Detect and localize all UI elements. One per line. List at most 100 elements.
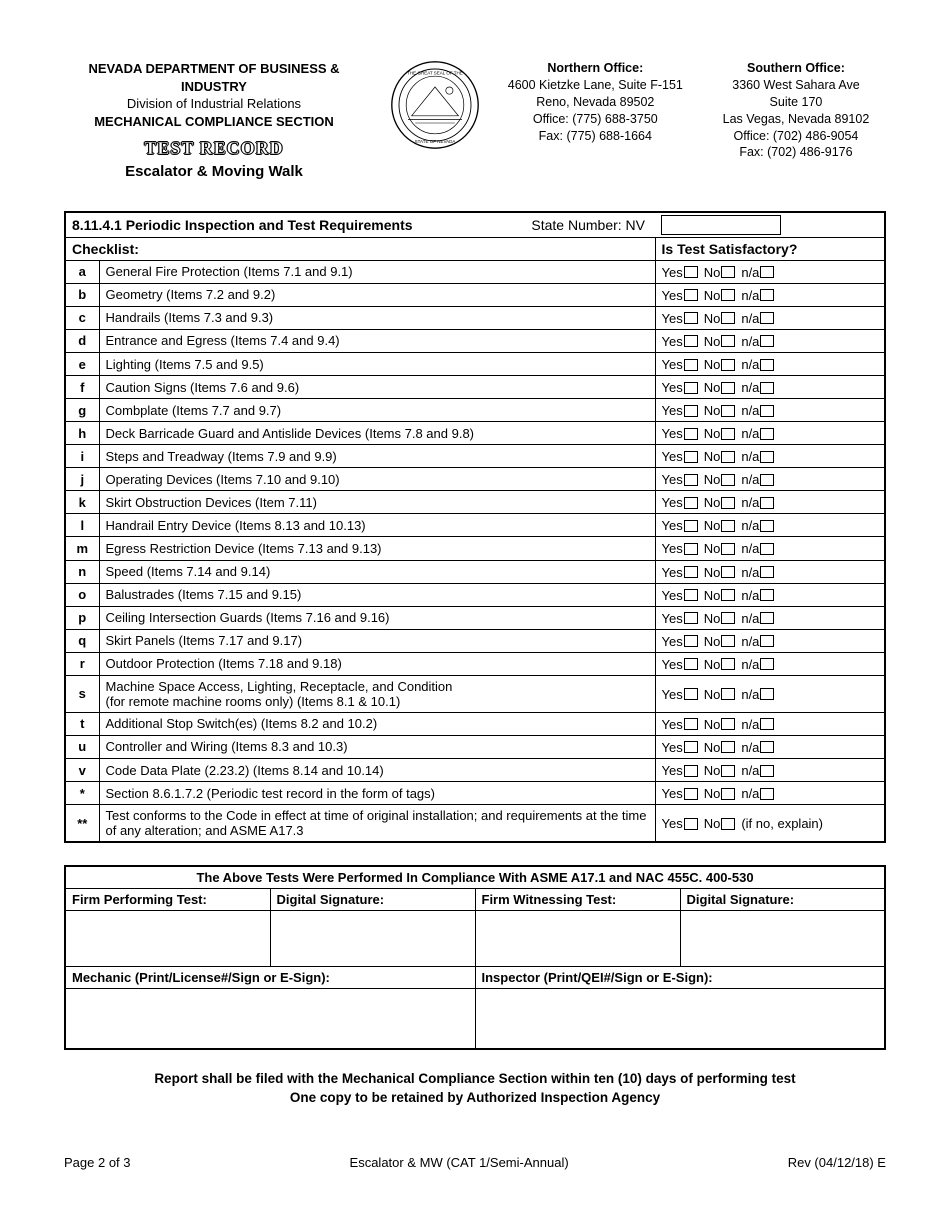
- firm-witnessing-input[interactable]: [475, 911, 680, 967]
- yes-checkbox[interactable]: [684, 543, 698, 555]
- no-checkbox[interactable]: [721, 635, 735, 647]
- na-checkbox[interactable]: [760, 566, 774, 578]
- row-key: h: [65, 422, 99, 445]
- na-checkbox[interactable]: [760, 788, 774, 800]
- na-checkbox[interactable]: [760, 520, 774, 532]
- na-checkbox[interactable]: [760, 718, 774, 730]
- yes-checkbox[interactable]: [684, 474, 698, 486]
- na-checkbox[interactable]: [760, 289, 774, 301]
- no-checkbox[interactable]: [721, 589, 735, 601]
- yes-checkbox[interactable]: [684, 765, 698, 777]
- no-checkbox[interactable]: [721, 818, 735, 830]
- yes-checkbox[interactable]: [684, 741, 698, 753]
- yes-checkbox[interactable]: [684, 718, 698, 730]
- yes-checkbox[interactable]: [684, 451, 698, 463]
- yes-checkbox[interactable]: [684, 359, 698, 371]
- table-row: eLighting (Items 7.5 and 9.5)YesNon/a: [65, 352, 885, 375]
- row-description: Controller and Wiring (Items 8.3 and 10.…: [99, 735, 655, 758]
- mechanic-input[interactable]: [65, 989, 475, 1049]
- na-checkbox[interactable]: [760, 589, 774, 601]
- yes-checkbox[interactable]: [684, 788, 698, 800]
- no-checkbox[interactable]: [721, 497, 735, 509]
- no-label: No: [704, 763, 721, 778]
- no-checkbox[interactable]: [721, 765, 735, 777]
- satisfactory-cell: YesNon/a: [655, 422, 885, 445]
- yes-checkbox[interactable]: [684, 688, 698, 700]
- no-checkbox[interactable]: [721, 266, 735, 278]
- no-checkbox[interactable]: [721, 520, 735, 532]
- no-checkbox[interactable]: [721, 359, 735, 371]
- row-description: Handrails (Items 7.3 and 9.3): [99, 306, 655, 329]
- yes-checkbox[interactable]: [684, 520, 698, 532]
- na-checkbox[interactable]: [760, 382, 774, 394]
- yes-checkbox[interactable]: [684, 382, 698, 394]
- na-checkbox[interactable]: [760, 359, 774, 371]
- inspector-input[interactable]: [475, 989, 885, 1049]
- no-checkbox[interactable]: [721, 543, 735, 555]
- yes-checkbox[interactable]: [684, 289, 698, 301]
- na-checkbox[interactable]: [760, 335, 774, 347]
- firm-performing-input[interactable]: [65, 911, 270, 967]
- footer-note-1: Report shall be filed with the Mechanica…: [64, 1070, 886, 1089]
- no-checkbox[interactable]: [721, 612, 735, 624]
- na-checkbox[interactable]: [760, 451, 774, 463]
- table-row: rOutdoor Protection (Items 7.18 and 9.18…: [65, 652, 885, 675]
- digital-signature-1-input[interactable]: [270, 911, 475, 967]
- yes-checkbox[interactable]: [684, 312, 698, 324]
- no-checkbox[interactable]: [721, 312, 735, 324]
- no-checkbox[interactable]: [721, 718, 735, 730]
- no-checkbox[interactable]: [721, 289, 735, 301]
- no-checkbox[interactable]: [721, 382, 735, 394]
- satisfactory-cell: YesNon/a: [655, 514, 885, 537]
- na-checkbox[interactable]: [760, 474, 774, 486]
- digital-signature-2-input[interactable]: [680, 911, 885, 967]
- yes-checkbox[interactable]: [684, 428, 698, 440]
- no-checkbox[interactable]: [721, 688, 735, 700]
- no-checkbox[interactable]: [721, 405, 735, 417]
- division-name: Division of Industrial Relations: [64, 95, 364, 113]
- state-number-input[interactable]: [661, 215, 781, 235]
- yes-label: Yes: [662, 426, 683, 441]
- na-checkbox[interactable]: [760, 266, 774, 278]
- satisfactory-cell: YesNon/a: [655, 712, 885, 735]
- na-checkbox[interactable]: [760, 741, 774, 753]
- table-row: mEgress Restriction Device (Items 7.13 a…: [65, 537, 885, 560]
- na-checkbox[interactable]: [760, 428, 774, 440]
- yes-checkbox[interactable]: [684, 589, 698, 601]
- inspector-label: Inspector (Print/QEI#/Sign or E-Sign):: [475, 967, 885, 989]
- yes-checkbox[interactable]: [684, 658, 698, 670]
- na-checkbox[interactable]: [760, 405, 774, 417]
- yes-checkbox[interactable]: [684, 818, 698, 830]
- satisfactory-cell: YesNon/a: [655, 468, 885, 491]
- na-checkbox[interactable]: [760, 543, 774, 555]
- no-checkbox[interactable]: [721, 788, 735, 800]
- na-checkbox[interactable]: [760, 688, 774, 700]
- yes-checkbox[interactable]: [684, 405, 698, 417]
- yes-checkbox[interactable]: [684, 335, 698, 347]
- no-checkbox[interactable]: [721, 428, 735, 440]
- no-label: No: [704, 542, 721, 557]
- no-label: No: [704, 634, 721, 649]
- na-checkbox[interactable]: [760, 765, 774, 777]
- no-checkbox[interactable]: [721, 658, 735, 670]
- yes-checkbox[interactable]: [684, 635, 698, 647]
- no-checkbox[interactable]: [721, 451, 735, 463]
- checklist-table: 8.11.4.1 Periodic Inspection and Test Re…: [64, 211, 886, 843]
- na-checkbox[interactable]: [760, 635, 774, 647]
- no-checkbox[interactable]: [721, 566, 735, 578]
- yes-label: Yes: [662, 357, 683, 372]
- yes-checkbox[interactable]: [684, 566, 698, 578]
- no-checkbox[interactable]: [721, 335, 735, 347]
- row-key: d: [65, 329, 99, 352]
- na-checkbox[interactable]: [760, 658, 774, 670]
- yes-checkbox[interactable]: [684, 266, 698, 278]
- na-checkbox[interactable]: [760, 312, 774, 324]
- south-line2: Suite 170: [706, 94, 886, 111]
- yes-checkbox[interactable]: [684, 497, 698, 509]
- no-checkbox[interactable]: [721, 474, 735, 486]
- na-checkbox[interactable]: [760, 612, 774, 624]
- yes-label: Yes: [662, 472, 683, 487]
- yes-checkbox[interactable]: [684, 612, 698, 624]
- na-checkbox[interactable]: [760, 497, 774, 509]
- no-checkbox[interactable]: [721, 741, 735, 753]
